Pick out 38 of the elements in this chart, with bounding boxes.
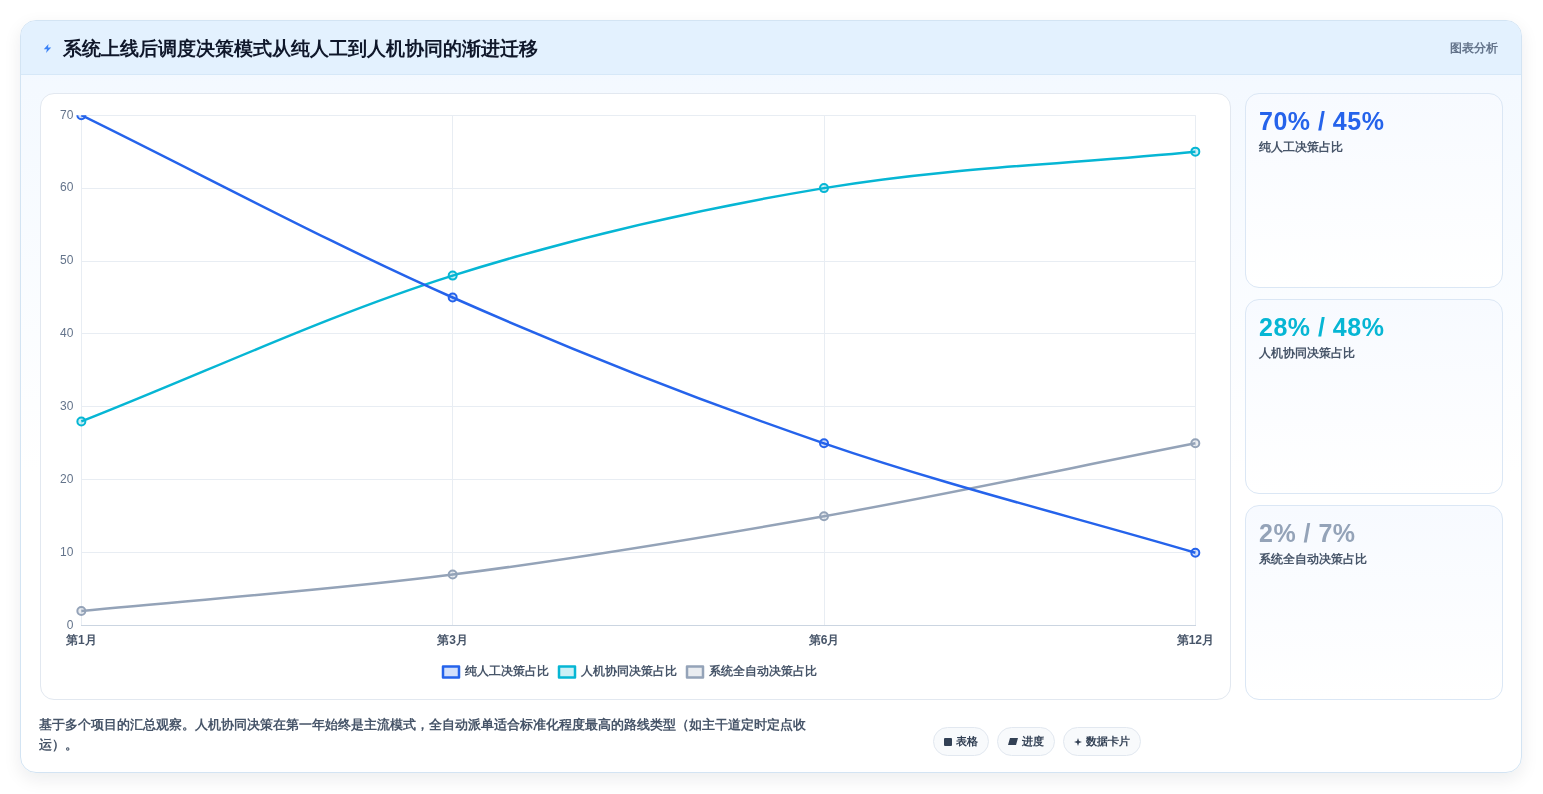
point <box>1190 547 1201 558</box>
y-tick-label: 10 <box>59 545 74 559</box>
chart-title: 系统上线后调度决策模式从纯人工到人机协同的渐进迁移 <box>63 37 538 61</box>
y-tick-label: 0 <box>66 617 74 632</box>
y-tick-label: 50 <box>59 253 74 268</box>
point <box>447 292 458 303</box>
x-tick-label: 第3月 <box>436 633 469 648</box>
point <box>76 416 87 427</box>
x-tick-label: 第6月 <box>807 633 840 648</box>
y-tick-label: 70 <box>59 107 74 122</box>
legend-label: 系统全自动决策占比 <box>708 664 817 679</box>
text: 2% / 7% <box>1259 518 1356 548</box>
legend-label: 人机协同决策占比 <box>580 664 677 679</box>
legend-label: 纯人工决策占比 <box>464 664 549 679</box>
point <box>819 511 829 522</box>
point <box>1190 438 1201 449</box>
y-tick-label: 30 <box>59 399 74 414</box>
text: 进度 <box>1022 734 1044 749</box>
y-tick-label: 40 <box>59 326 74 341</box>
x-tick-label: 第12月 <box>1175 633 1215 648</box>
point <box>76 606 87 617</box>
text: 数据卡片 <box>1086 734 1130 749</box>
point <box>819 183 829 194</box>
text: 纯人工决策占比 <box>1259 139 1343 155</box>
y-tick-label: 60 <box>59 180 74 195</box>
text: 基于多个项目的汇总观察。人机协同决策在第一年始终是主流模式，全自动派单适合标准化程度最高的路线类型（如主干道定时定点收运）。 <box>39 716 807 754</box>
point <box>819 438 829 449</box>
x-tick-label: 第1月 <box>65 633 97 648</box>
point <box>447 569 458 580</box>
point <box>1190 146 1201 157</box>
text: 系统全自动决策占比 <box>1259 551 1367 567</box>
text: 表格 <box>956 734 978 749</box>
text: 70% / 45% <box>1259 106 1385 136</box>
y-tick-label: 20 <box>59 472 74 487</box>
text: 人机协同决策占比 <box>1259 345 1355 361</box>
text: 图表分析 <box>1450 40 1498 56</box>
text: 28% / 48% <box>1259 312 1385 342</box>
point <box>447 270 458 281</box>
